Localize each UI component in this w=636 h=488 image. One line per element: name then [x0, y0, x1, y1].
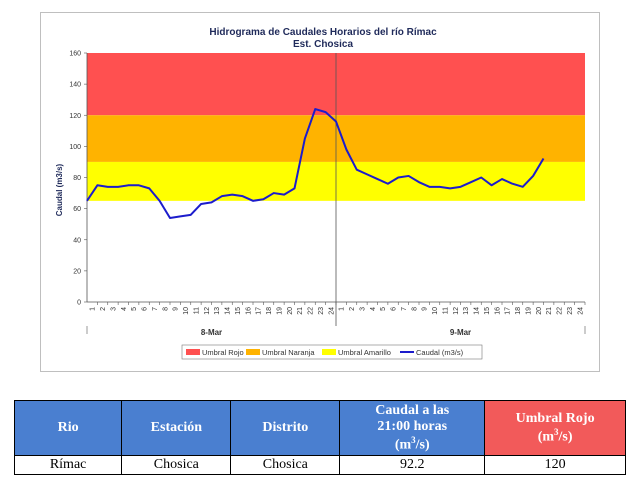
- legend-label-2: Umbral Amarillo: [338, 348, 391, 357]
- x-tick-label-27: 4: [370, 307, 377, 311]
- y-axis-label: Caudal (m3/s): [55, 163, 64, 216]
- header-estacion: Estación: [121, 400, 232, 456]
- x-tick-label-42: 19: [525, 307, 532, 315]
- cell-estacion: Chosica: [121, 455, 232, 475]
- x-tick-label-15: 16: [245, 307, 252, 315]
- x-tick-label-7: 8: [162, 307, 169, 311]
- x-tick-label-2: 3: [110, 307, 117, 311]
- day-label-1: 9-Mar: [450, 328, 471, 337]
- cell-caudal: 92.2: [339, 455, 486, 475]
- legend-swatch-0: [186, 349, 200, 355]
- header-caudal: Caudal a las 21:00 horas (m3/s): [339, 400, 486, 456]
- x-tick-label-28: 5: [380, 307, 387, 311]
- y-tick-label-7: 140: [69, 82, 81, 89]
- x-tick-label-34: 11: [442, 307, 449, 314]
- legend-label-0: Umbral Rojo: [202, 348, 244, 357]
- series-line-caudal: [86, 108, 545, 219]
- y-tick-label-0: 0: [77, 300, 81, 307]
- x-tick-label-40: 17: [505, 307, 512, 315]
- x-tick-label-14: 15: [235, 307, 242, 315]
- y-tick-label-2: 40: [73, 237, 81, 244]
- x-tick-label-20: 21: [297, 307, 304, 315]
- x-tick-label-19: 20: [287, 307, 294, 315]
- chart-subtitle: Est. Chosica: [293, 39, 353, 50]
- x-tick-label-1: 2: [100, 307, 107, 311]
- x-tick-label-30: 7: [401, 307, 408, 311]
- cell-rio: Rímac: [13, 455, 123, 475]
- x-tick-label-12: 13: [214, 307, 221, 315]
- x-tick-label-10: 11: [193, 307, 200, 314]
- y-tick-label-5: 100: [69, 144, 81, 151]
- y-tick-label-6: 120: [69, 113, 81, 120]
- x-tick-label-29: 6: [391, 307, 398, 311]
- x-tick-label-45: 22: [557, 307, 564, 315]
- x-tick-label-44: 21: [546, 307, 553, 315]
- x-tick-label-43: 20: [536, 307, 543, 315]
- x-tick-label-17: 18: [266, 307, 273, 315]
- cell-umbral-rojo: 120: [484, 455, 626, 475]
- day-label-0: 8-Mar: [201, 328, 222, 337]
- info-table: Rio Estación Distrito Caudal a las 21:00 …: [13, 400, 626, 475]
- x-tick-label-24: 1: [339, 307, 346, 311]
- x-tick-label-35: 12: [453, 307, 460, 315]
- x-tick-label-0: 1: [90, 307, 97, 311]
- x-tick-label-25: 2: [349, 307, 356, 311]
- x-tick-label-26: 3: [359, 307, 366, 311]
- x-tick-label-33: 10: [432, 307, 439, 315]
- x-tick-label-16: 17: [256, 307, 263, 315]
- hydrograph-chart: Hidrograma de Caudales Horarios del río …: [55, 27, 586, 360]
- cell-distrito: Chosica: [230, 455, 341, 475]
- x-tick-label-47: 24: [577, 307, 584, 315]
- x-tick-label-39: 16: [494, 307, 501, 315]
- x-tick-label-23: 24: [328, 307, 335, 315]
- y-tick-label-8: 160: [69, 51, 81, 58]
- legend-swatch-1: [246, 349, 260, 355]
- legend-label-1: Umbral Naranja: [262, 348, 315, 357]
- x-tick-label-41: 18: [515, 307, 522, 315]
- x-tick-label-8: 9: [173, 307, 180, 311]
- header-umbral-rojo: Umbral Rojo (m3/s): [484, 400, 626, 456]
- header-rio: Rio: [13, 400, 123, 456]
- y-tick-label-1: 20: [73, 268, 81, 275]
- table-row: Rímac Chosica Chosica 92.2 120: [13, 455, 626, 475]
- x-tick-label-31: 8: [411, 307, 418, 311]
- table-header-row: Rio Estación Distrito Caudal a las 21:00 …: [13, 400, 626, 456]
- x-tick-label-5: 6: [142, 307, 149, 311]
- header-distrito: Distrito: [230, 400, 341, 456]
- chart-frame: Hidrograma de Caudales Horarios del río …: [40, 12, 600, 372]
- x-tick-label-4: 5: [131, 307, 138, 311]
- x-tick-label-32: 9: [422, 307, 429, 311]
- x-tick-label-13: 14: [225, 307, 232, 315]
- x-tick-label-36: 13: [463, 307, 470, 315]
- x-tick-label-21: 22: [308, 307, 315, 315]
- chart-title: Hidrograma de Caudales Horarios del río …: [209, 27, 437, 38]
- x-tick-label-38: 15: [484, 307, 491, 315]
- x-tick-label-22: 23: [318, 307, 325, 315]
- x-tick-label-3: 4: [121, 307, 128, 311]
- y-tick-label-3: 60: [73, 206, 81, 213]
- x-tick-label-46: 23: [567, 307, 574, 315]
- legend-swatch-2: [322, 349, 336, 355]
- x-tick-label-11: 12: [204, 307, 211, 315]
- x-tick-label-9: 10: [183, 307, 190, 315]
- y-tick-label-4: 80: [73, 175, 81, 182]
- legend-label-3: Caudal (m3/s): [416, 348, 464, 357]
- x-tick-label-18: 19: [276, 307, 283, 315]
- x-tick-label-37: 14: [474, 307, 481, 315]
- x-tick-label-6: 7: [152, 307, 159, 311]
